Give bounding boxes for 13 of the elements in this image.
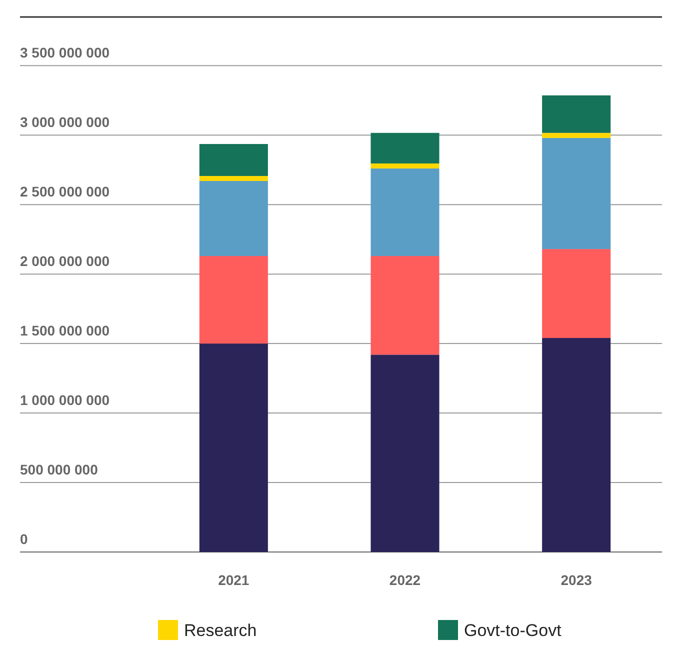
y-tick-label: 3 500 000 000 bbox=[20, 44, 110, 61]
x-tick-label: 2022 bbox=[389, 572, 421, 588]
x-tick-label: 2023 bbox=[560, 572, 592, 588]
y-tick-label: 2 000 000 000 bbox=[20, 253, 110, 270]
y-tick-label: 0 bbox=[20, 531, 28, 547]
y-tick-label: 500 000 000 bbox=[20, 462, 98, 478]
y-tick-label: 3 000 000 000 bbox=[20, 114, 110, 130]
x-tick-label: 2021 bbox=[218, 572, 250, 588]
legend-label: Research bbox=[184, 621, 257, 640]
y-tick-label: 1 000 000 000 bbox=[20, 392, 110, 408]
y-tick-label: 2 500 000 000 bbox=[20, 184, 110, 200]
y-tick-label: 1 500 000 000 bbox=[20, 322, 110, 339]
legend-label: Govt-to-Govt bbox=[464, 621, 562, 640]
